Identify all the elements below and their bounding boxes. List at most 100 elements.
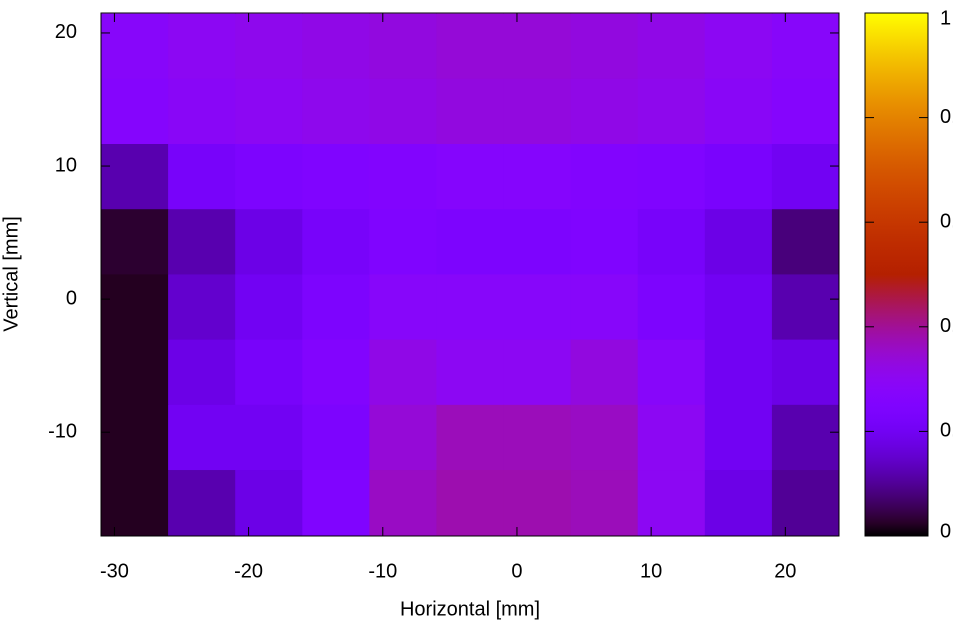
heatmap-cell — [503, 78, 572, 145]
plot-border — [100, 12, 840, 537]
heatmap-cell — [235, 339, 303, 406]
x-tick-label: -10 — [368, 560, 397, 582]
heatmap-cell — [771, 143, 840, 210]
heatmap-cell — [436, 209, 505, 276]
heatmap-cell — [771, 209, 840, 276]
heatmap-cell — [101, 404, 169, 471]
heatmap-cell — [637, 78, 706, 145]
heatmap-cell — [101, 143, 169, 210]
heatmap-cell — [637, 209, 706, 276]
heatmap-cell — [436, 274, 505, 341]
x-axis-label: Horizontal [mm] — [400, 598, 540, 620]
heatmap-cell — [503, 143, 572, 210]
heatmap-cell — [369, 143, 437, 210]
colorbar-tick-label: 0.8 — [940, 106, 953, 128]
heatmap-cell — [771, 78, 840, 145]
heatmap-cell — [503, 209, 572, 276]
heatmap-cell — [235, 470, 303, 536]
heatmap-cell — [168, 470, 236, 536]
heatmap-cell — [302, 78, 370, 145]
x-tick-label: 0 — [511, 560, 522, 582]
heatmap-cell — [503, 13, 572, 80]
heatmap-cell — [704, 78, 773, 145]
heatmap-cell — [168, 209, 236, 276]
heatmap-cell — [771, 339, 840, 406]
heatmap-cell — [704, 209, 773, 276]
colorbar-tick-label: 0 — [940, 520, 951, 542]
heatmap-cell — [570, 13, 639, 80]
heatmap-cell — [436, 13, 505, 80]
heatmap-cell — [436, 404, 505, 471]
heatmap-cell — [369, 274, 437, 341]
heatmap — [101, 13, 840, 536]
heatmap-cell — [302, 274, 370, 341]
heatmap-cell — [637, 143, 706, 210]
heatmap-cell — [235, 78, 303, 145]
heatmap-cell — [503, 470, 572, 536]
heatmap-cell — [436, 470, 505, 536]
heatmap-cell — [369, 209, 437, 276]
heatmap-cell — [168, 78, 236, 145]
heatmap-cell — [503, 274, 572, 341]
heatmap-cell — [570, 470, 639, 536]
x-tick-label: -20 — [234, 560, 263, 582]
heatmap-cell — [570, 78, 639, 145]
heatmap-cell — [168, 143, 236, 210]
y-tick-label: 20 — [55, 21, 77, 43]
heatmap-cell — [570, 209, 639, 276]
heatmap-cell — [436, 78, 505, 145]
x-tick-label: -30 — [100, 560, 129, 582]
heatmap-cell — [704, 274, 773, 341]
heatmap-cell — [235, 209, 303, 276]
heatmap-cell — [101, 274, 169, 341]
heatmap-cell — [235, 274, 303, 341]
heatmap-cell — [369, 78, 437, 145]
heatmap-cell — [436, 143, 505, 210]
heatmap-cell — [771, 470, 840, 536]
x-tick-label: 20 — [774, 560, 796, 582]
heatmap-cell — [637, 404, 706, 471]
heatmap-cell — [369, 470, 437, 536]
heatmap-cell — [101, 470, 169, 536]
heatmap-cell — [570, 274, 639, 341]
heatmap-cell — [101, 78, 169, 145]
heatmap-cell — [704, 339, 773, 406]
y-tick-label: -10 — [48, 420, 77, 442]
colorbar-tick-label: 0.6 — [940, 210, 953, 232]
heatmap-cell — [503, 339, 572, 406]
heatmap-cell — [235, 404, 303, 471]
heatmap-cell — [168, 339, 236, 406]
colorbar-tick-label: 1 — [940, 7, 951, 29]
heatmap-cell — [570, 143, 639, 210]
heatmap-cell — [637, 274, 706, 341]
colorbar-tick-label: 0.2 — [940, 420, 953, 442]
colorbar-tick-label: 0.4 — [940, 315, 953, 337]
heatmap-cell — [101, 13, 169, 80]
heatmap-cell — [704, 13, 773, 80]
heatmap-cell — [637, 13, 706, 80]
heatmap-cell — [369, 404, 437, 471]
heatmap-cell — [771, 274, 840, 341]
heatmap-cell — [704, 404, 773, 471]
heatmap-cell — [101, 339, 169, 406]
heatmap-cell — [168, 274, 236, 341]
heatmap-cell — [168, 404, 236, 471]
heatmap-cell — [235, 143, 303, 210]
heatmap-cell — [302, 209, 370, 276]
heatmap-cell — [637, 470, 706, 536]
heatmap-cell — [369, 13, 437, 80]
heatmap-cell — [302, 339, 370, 406]
heatmap-cell — [503, 404, 572, 471]
x-tick-label: 10 — [640, 560, 662, 582]
heatmap-cell — [168, 13, 236, 80]
heatmap-cell — [436, 339, 505, 406]
heatmap-cell — [369, 339, 437, 406]
heatmap-cell — [771, 13, 840, 80]
y-tick-label: 0 — [66, 287, 77, 309]
heatmap-cell — [771, 404, 840, 471]
y-axis-label: Vertical [mm] — [0, 216, 22, 332]
heatmap-cell — [302, 13, 370, 80]
heatmap-cell — [302, 143, 370, 210]
heatmap-cell — [302, 404, 370, 471]
